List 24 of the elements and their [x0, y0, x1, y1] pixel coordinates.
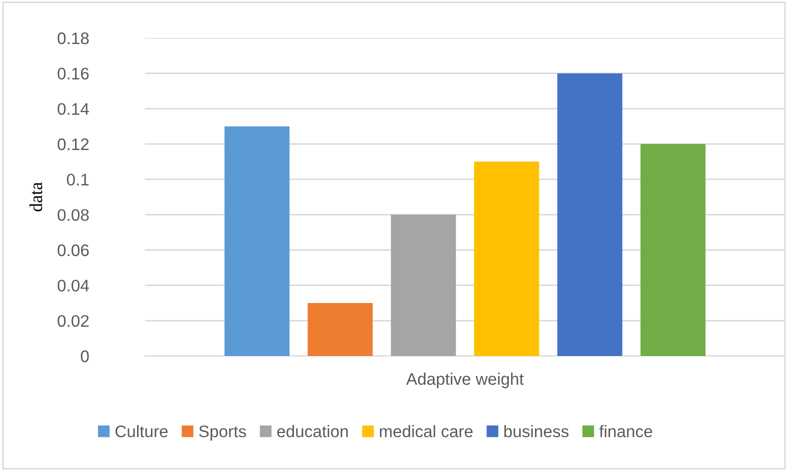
- legend-label: medical care: [380, 425, 473, 438]
- bar: [224, 126, 290, 356]
- bar: [308, 303, 373, 356]
- y-tick-label: 0.16: [58, 68, 89, 80]
- bar: [474, 162, 540, 356]
- y-tick-label: 0.18: [58, 32, 89, 44]
- y-tick-label: 0.04: [58, 280, 89, 292]
- legend-label: Sports: [199, 426, 246, 441]
- legend-label: education: [277, 425, 348, 438]
- bar: [557, 73, 622, 356]
- y-axis-title: data: [30, 182, 42, 212]
- y-tick-label: 0.1: [66, 174, 89, 186]
- y-tick-label: 0.08: [58, 209, 89, 221]
- bar: [640, 144, 706, 356]
- y-tick-label: 0.14: [58, 103, 89, 115]
- x-tick-label: Adaptive weight: [406, 372, 524, 388]
- legend-label: Culture: [116, 425, 168, 438]
- bar: [390, 214, 456, 356]
- legend-label: finance: [599, 425, 652, 438]
- y-tick-label: 0: [80, 350, 89, 362]
- y-tick-label: 0.06: [58, 244, 89, 256]
- y-tick-label: 0.12: [58, 138, 89, 150]
- y-tick-label: 0.02: [58, 315, 89, 327]
- legend-label: business: [504, 425, 568, 438]
